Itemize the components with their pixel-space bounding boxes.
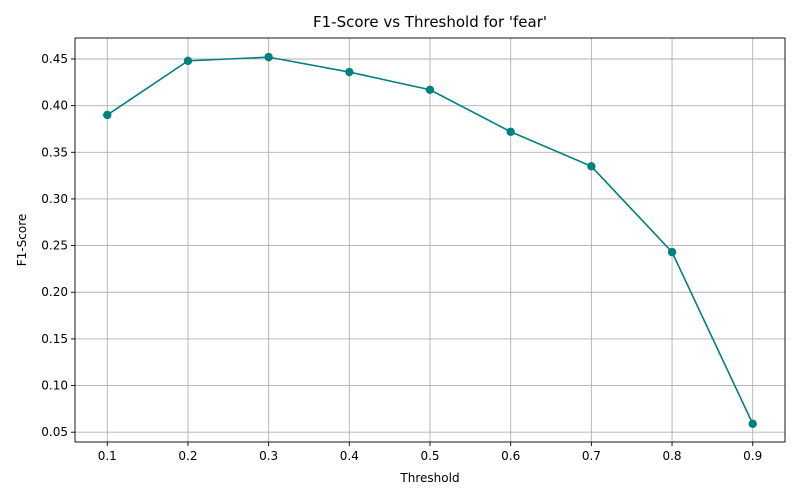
y-tick-label: 0.05 (41, 425, 68, 439)
y-tick-label: 0.15 (41, 332, 68, 346)
x-axis-label: Threshold (399, 471, 459, 485)
y-tick-label: 0.35 (41, 145, 68, 159)
data-point (264, 52, 273, 62)
x-tick-label: 0.5 (420, 449, 439, 463)
y-tick-label: 0.40 (41, 99, 68, 113)
series-layer (103, 52, 757, 429)
data-point (345, 67, 354, 77)
plot-frame (74, 37, 786, 443)
x-tick-label: 0.2 (178, 449, 197, 463)
y-tick-label: 0.45 (41, 52, 68, 66)
data-point (587, 162, 596, 171)
x-tick-label: 0.4 (340, 449, 359, 463)
chart-title: F1-Score vs Threshold for 'fear' (313, 13, 547, 31)
x-tick-label: 0.8 (662, 449, 681, 463)
data-point (667, 247, 677, 257)
grid-layer (75, 38, 785, 442)
data-point (103, 110, 112, 120)
y-axis-label: F1-Score (15, 214, 29, 266)
y-tick-label: 0.20 (41, 285, 68, 299)
y-tick-label: 0.10 (41, 379, 68, 393)
x-tick-label: 0.7 (582, 449, 601, 463)
x-tick-label: 0.9 (743, 449, 762, 463)
data-point (425, 85, 435, 94)
y-tick-label: 0.30 (41, 192, 68, 206)
data-point (748, 419, 757, 429)
data-point (506, 127, 515, 136)
x-tick-label: 0.3 (259, 449, 278, 463)
x-tick-label: 0.1 (98, 449, 117, 463)
y-tick-label: 0.25 (41, 239, 68, 253)
tick-layer: 0.1 0.2 0.3 0.4 0.5 0.6 0.7 0.8 0.9 0.05 0.10 0.15 0… (41, 52, 762, 463)
x-tick-label: 0.6 (501, 449, 520, 463)
data-point (183, 56, 193, 66)
